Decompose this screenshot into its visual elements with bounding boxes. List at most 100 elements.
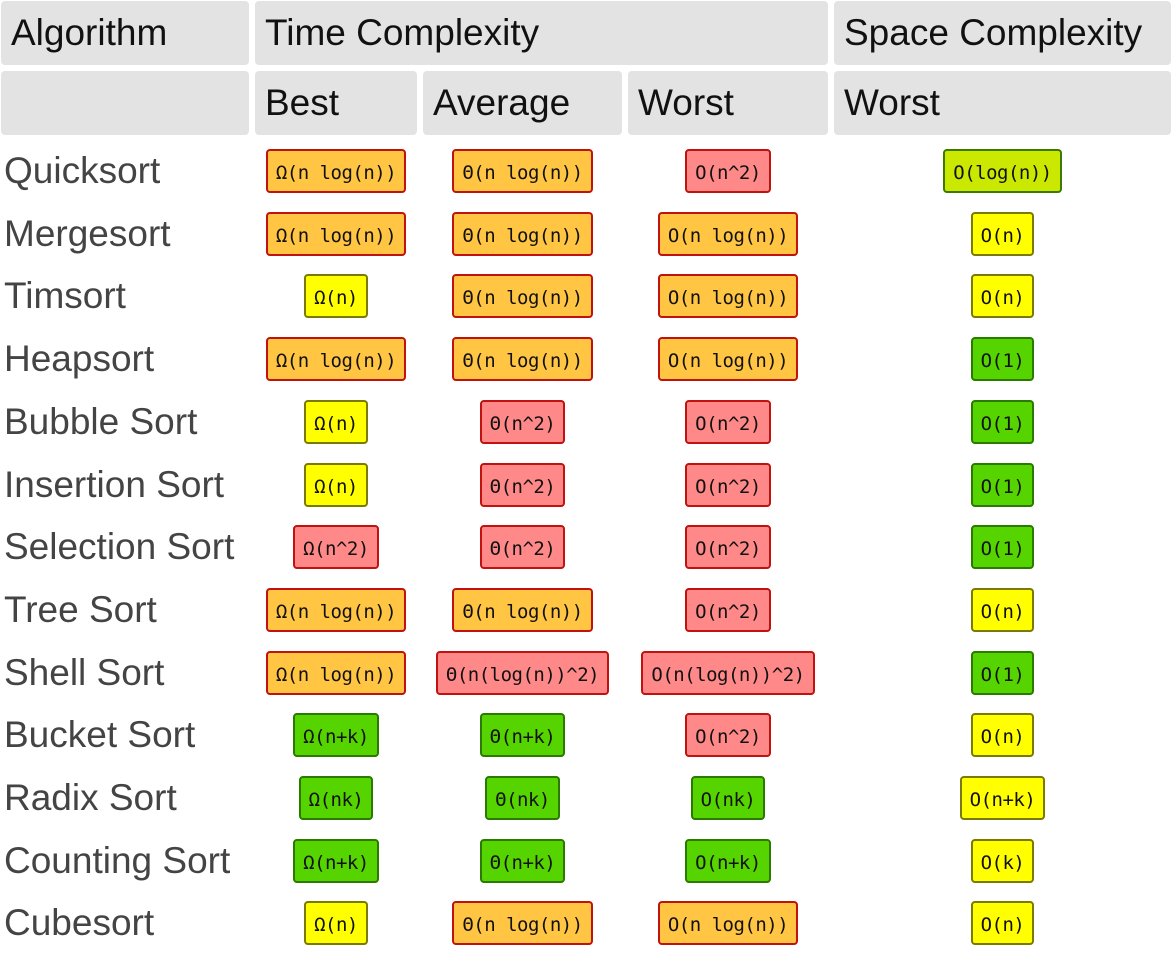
- cell-space: O(n): [834, 892, 1171, 954]
- header-space-complexity: Space Complexity: [834, 1, 1171, 65]
- algorithm-name: Timsort: [4, 275, 126, 317]
- complexity-badge: O(n): [970, 274, 1035, 319]
- table-row: Bubble Sort Ω(n) Θ(n^2) O(n^2) O(1): [0, 391, 1171, 453]
- cell-worst: O(n log(n)): [628, 265, 828, 327]
- cell-worst: O(n^2): [628, 454, 828, 516]
- header-time-complexity: Time Complexity: [255, 1, 828, 65]
- table-row: Cubesort Ω(n) Θ(n log(n)) O(n log(n)) O(n): [0, 892, 1171, 954]
- complexity-badge: Θ(n^2): [479, 399, 566, 444]
- algorithm-name: Heapsort: [4, 338, 155, 380]
- complexity-badge: Θ(n^2): [479, 525, 566, 570]
- cell-space: O(n+k): [834, 767, 1171, 829]
- cell-best: Ω(n log(n)): [255, 140, 417, 202]
- complexity-badge: Θ(n log(n)): [452, 337, 593, 382]
- cell-worst: O(n log(n)): [628, 892, 828, 954]
- cell-best: Ω(n^2): [255, 516, 417, 578]
- complexity-badge: Θ(n log(n)): [452, 211, 593, 256]
- cell-average: Θ(n^2): [423, 391, 622, 453]
- cell-space: O(1): [834, 328, 1171, 390]
- cell-space: O(n): [834, 704, 1171, 766]
- table-row: Timsort Ω(n) Θ(n log(n)) O(n log(n)) O(n): [0, 265, 1171, 327]
- cell-average: Θ(nk): [423, 767, 622, 829]
- complexity-badge: Ω(n log(n)): [265, 337, 407, 382]
- complexity-badge: Ω(n): [304, 462, 368, 507]
- cell-space: O(log(n)): [834, 140, 1171, 202]
- complexity-badge: Ω(n): [304, 901, 368, 946]
- cell-best: Ω(n log(n)): [255, 203, 417, 265]
- cell-average: Θ(n^2): [423, 516, 622, 578]
- complexity-badge: Ω(n): [304, 399, 368, 444]
- complexity-badge: O(n log(n)): [657, 274, 799, 319]
- cell-worst: O(n(log(n))^2): [628, 642, 828, 704]
- cell-average: Θ(n log(n)): [423, 892, 622, 954]
- complexity-badge: Ω(n log(n)): [265, 587, 407, 632]
- table-row: Selection Sort Ω(n^2) Θ(n^2) O(n^2) O(1): [0, 516, 1171, 578]
- complexity-badge: Θ(n log(n)): [452, 901, 593, 946]
- algorithm-name: Radix Sort: [4, 777, 177, 818]
- cell-best: Ω(n): [255, 892, 417, 954]
- complexity-badge: Ω(n): [304, 274, 368, 319]
- complexity-badge: Θ(nk): [485, 776, 560, 820]
- complexity-badge: Ω(n^2): [293, 525, 379, 570]
- complexity-badge: O(1): [970, 650, 1035, 695]
- table-row: Mergesort Ω(n log(n)) Θ(n log(n)) O(n log(n…: [0, 203, 1171, 265]
- complexity-badge: Θ(n log(n)): [452, 587, 593, 632]
- complexity-badge: Ω(n log(n)): [265, 149, 407, 193]
- cell-best: Ω(n+k): [255, 830, 417, 892]
- complexity-badge: O(n^2): [685, 587, 771, 632]
- cell-average: Θ(n log(n)): [423, 140, 622, 202]
- cell-worst: O(n^2): [628, 391, 828, 453]
- cell-best: Ω(n): [255, 265, 417, 327]
- complexity-badge: Θ(n log(n)): [452, 274, 593, 319]
- cell-space: O(n): [834, 579, 1171, 641]
- cell-space: O(1): [834, 642, 1171, 704]
- complexity-badge: Ω(nk): [298, 776, 374, 820]
- cell-average: Θ(n^2): [423, 454, 622, 516]
- complexity-badge: O(n^2): [685, 462, 771, 507]
- cell-worst: O(n^2): [628, 579, 828, 641]
- complexity-badge: O(n^2): [685, 713, 771, 758]
- cell-average: Θ(n log(n)): [423, 203, 622, 265]
- header-average: Average: [423, 71, 622, 135]
- cell-best: Ω(n log(n)): [255, 579, 417, 641]
- complexity-badge: O(1): [970, 337, 1035, 382]
- complexity-badge: O(n^2): [685, 525, 771, 570]
- algorithm-name: Bubble Sort: [4, 400, 198, 442]
- cell-worst: O(nk): [628, 767, 828, 829]
- cell-worst: O(n log(n)): [628, 328, 828, 390]
- cell-best: Ω(n): [255, 391, 417, 453]
- cell-space: O(n): [834, 265, 1171, 327]
- algorithm-name: Selection Sort: [4, 526, 235, 568]
- cell-best: Ω(n+k): [255, 704, 417, 766]
- complexity-badge: O(k): [970, 838, 1035, 883]
- algorithm-name: Quicksort: [4, 150, 161, 191]
- complexity-badge: O(n^2): [685, 399, 771, 444]
- cell-space: O(k): [834, 830, 1171, 892]
- algorithm-name: Bucket Sort: [4, 714, 196, 756]
- complexity-badge: O(n(log(n))^2): [641, 650, 815, 695]
- cell-worst: O(n^2): [628, 516, 828, 578]
- cell-average: Θ(n+k): [423, 704, 622, 766]
- cell-space: O(1): [834, 516, 1171, 578]
- algorithm-name: Counting Sort: [4, 839, 231, 881]
- complexity-badge: O(nk): [690, 776, 766, 820]
- complexity-badge: O(n+k): [685, 838, 771, 883]
- complexity-badge: O(n log(n)): [657, 211, 799, 256]
- cell-best: Ω(nk): [255, 767, 417, 829]
- complexity-badge: Θ(n^2): [479, 462, 566, 507]
- cell-space: O(1): [834, 454, 1171, 516]
- header-best: Best: [255, 71, 417, 135]
- algorithm-name: Shell Sort: [4, 651, 165, 693]
- complexity-badge: Ω(n log(n)): [265, 650, 407, 695]
- header-space-worst: Worst: [834, 71, 1171, 135]
- cell-worst: O(n+k): [628, 830, 828, 892]
- header-algorithm: Algorithm: [1, 1, 249, 65]
- complexity-badge: O(n+k): [959, 776, 1046, 820]
- table-row: Radix Sort Ω(nk) Θ(nk) O(nk) O(n+k): [0, 767, 1171, 829]
- cell-space: O(1): [834, 391, 1171, 453]
- complexity-badge: Θ(n+k): [479, 713, 566, 758]
- header-worst: Worst: [628, 71, 828, 135]
- cell-average: Θ(n+k): [423, 830, 622, 892]
- table-row: Insertion Sort Ω(n) Θ(n^2) O(n^2) O(1): [0, 454, 1171, 516]
- table-row: Counting Sort Ω(n+k) Θ(n+k) O(n+k) O(k): [0, 830, 1171, 892]
